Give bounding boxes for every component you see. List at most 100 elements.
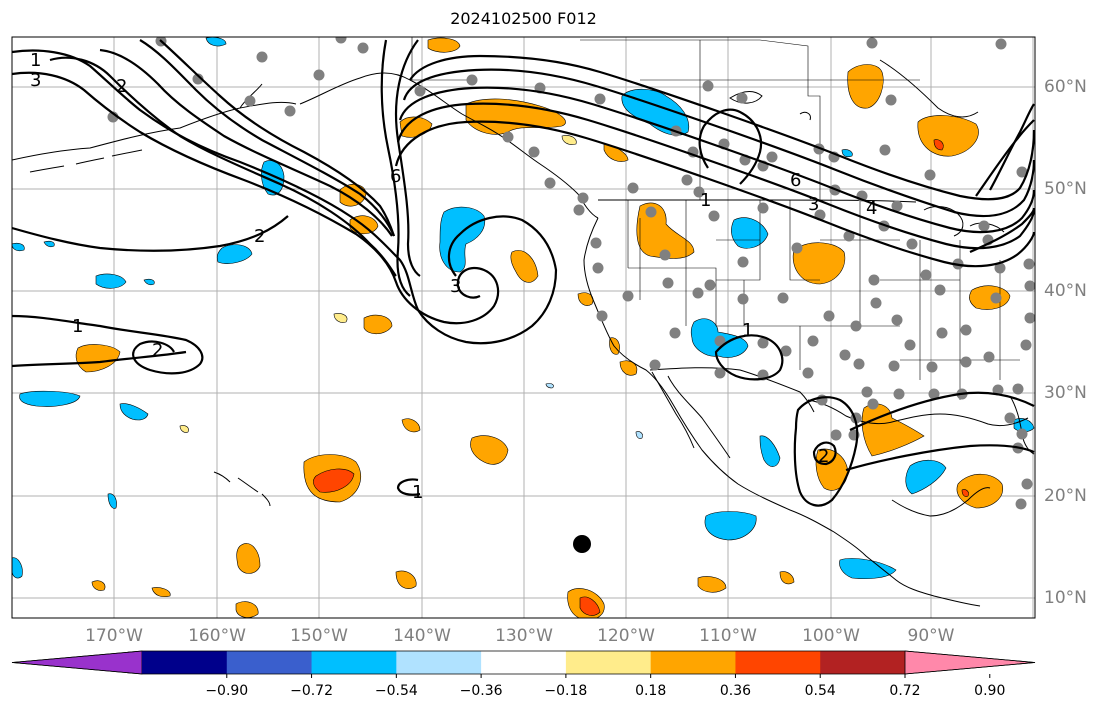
- contour-line: [698, 108, 763, 185]
- station-dot: [926, 361, 938, 373]
- station-dot: [693, 186, 705, 198]
- station-dot: [1023, 258, 1035, 270]
- station-dot: [577, 192, 589, 204]
- station-dot: [791, 242, 803, 254]
- colorbar-segment: [396, 651, 482, 674]
- lon-label-140w: 140°W: [393, 626, 451, 646]
- contour-line: [12, 49, 558, 345]
- contour-label: 2: [152, 340, 163, 361]
- strong-positive-anomaly-area: [313, 468, 355, 493]
- contour-line: [849, 391, 1035, 431]
- station-dot: [702, 80, 714, 92]
- station-dot: [502, 131, 514, 143]
- station-dot: [714, 335, 726, 347]
- contour-label: 1: [72, 316, 83, 337]
- contour-label: 2: [818, 446, 829, 467]
- lon-label-110w: 110°W: [699, 626, 757, 646]
- lat-label-50n: 50°N: [1044, 179, 1087, 199]
- negative-anomaly-area: [19, 390, 81, 407]
- colorbar-tick-label: −0.36: [459, 683, 503, 699]
- positive-anomaly-area: [815, 448, 849, 491]
- contour-line: [975, 119, 1035, 197]
- station-dot: [192, 73, 204, 85]
- contour-label: 2: [116, 76, 127, 97]
- negative-anomaly-area: [216, 244, 253, 264]
- contour-line: [380, 39, 411, 297]
- contour-label: 3: [808, 194, 819, 215]
- station-dot: [904, 339, 916, 351]
- station-dot: [992, 384, 1004, 396]
- contour-label: 1: [700, 190, 711, 211]
- aleutian-islands: [29, 149, 143, 173]
- colorbar-tick-label: −0.90: [205, 683, 249, 699]
- positive-anomaly-area: [236, 543, 261, 574]
- lon-label-120w: 120°W: [597, 626, 655, 646]
- contour-line: [139, 39, 396, 237]
- station-dot: [622, 290, 634, 302]
- station-dot: [983, 351, 995, 363]
- station-dot: [1004, 412, 1016, 424]
- station-dot: [592, 262, 604, 274]
- alaska-coastline: [12, 72, 599, 219]
- coastlines: [12, 59, 1035, 607]
- station-dot: [590, 237, 602, 249]
- station-dot: [994, 262, 1006, 274]
- negative-anomaly-area: [12, 557, 23, 579]
- contour-line: [396, 478, 421, 496]
- colorbar-tick-label: −0.54: [374, 683, 418, 699]
- station-dot: [737, 256, 749, 268]
- contour-lines: [12, 39, 1035, 507]
- contour-label: 1: [742, 320, 753, 341]
- lon-label-160w: 160°W: [188, 626, 246, 646]
- positive-anomaly-area: [779, 571, 795, 585]
- station-dot: [357, 42, 369, 54]
- colorbar-segment: [820, 651, 906, 674]
- station-dot: [807, 335, 819, 347]
- contour-line: [812, 441, 837, 466]
- station-dot: [737, 293, 749, 305]
- contour-line: [12, 215, 289, 252]
- hudson-bay: [879, 59, 979, 118]
- station-dot: [777, 292, 789, 304]
- colorbar-segment: [565, 651, 652, 674]
- positive-anomaly-area: [917, 115, 979, 157]
- positive-anomaly-area: [470, 435, 509, 465]
- station-dot: [594, 93, 606, 105]
- contour-line: [159, 39, 396, 237]
- station-dot: [714, 367, 726, 379]
- positive-anomaly-area: [235, 601, 259, 618]
- station-dot: [960, 356, 972, 368]
- station-dot: [1012, 383, 1024, 395]
- station-dot: [802, 367, 814, 379]
- station-dot: [573, 204, 585, 216]
- lat-label-10n: 10°N: [1044, 588, 1087, 608]
- negative-anomaly-area: [704, 511, 757, 541]
- colorbar-segment: [311, 651, 397, 674]
- contour-line: [845, 444, 1035, 472]
- colorbar-tick-label: 0.90: [974, 683, 1006, 699]
- positive-anomaly-area: [792, 242, 846, 285]
- lon-label-90w: 90°W: [907, 626, 955, 646]
- negative-anomaly-area: [905, 459, 947, 495]
- station-dot: [757, 202, 769, 214]
- station-dot: [867, 398, 879, 410]
- station-dot: [861, 386, 873, 398]
- colorbar-segment: [735, 651, 821, 674]
- station-dot: [906, 238, 918, 250]
- colorbar-segment: [481, 651, 567, 674]
- station-dot: [466, 74, 478, 86]
- positive-anomaly-area: [75, 344, 121, 373]
- station-dot: [839, 349, 851, 361]
- station-dot: [627, 182, 639, 194]
- contour-label: 4: [866, 198, 877, 219]
- station-dot: [843, 230, 855, 242]
- lon-label-130w: 130°W: [495, 626, 553, 646]
- station-dot: [708, 210, 720, 222]
- colorbar-tick-label: 0.36: [719, 683, 752, 699]
- station-dot: [960, 324, 972, 336]
- weak-negative-anomaly-area: [635, 431, 643, 439]
- colorbar-tick-label: −0.18: [544, 683, 588, 699]
- station-dot: [888, 360, 900, 372]
- strong-positive-anomaly-area: [933, 139, 944, 151]
- colorbar-tick-label: 0.72: [889, 683, 921, 699]
